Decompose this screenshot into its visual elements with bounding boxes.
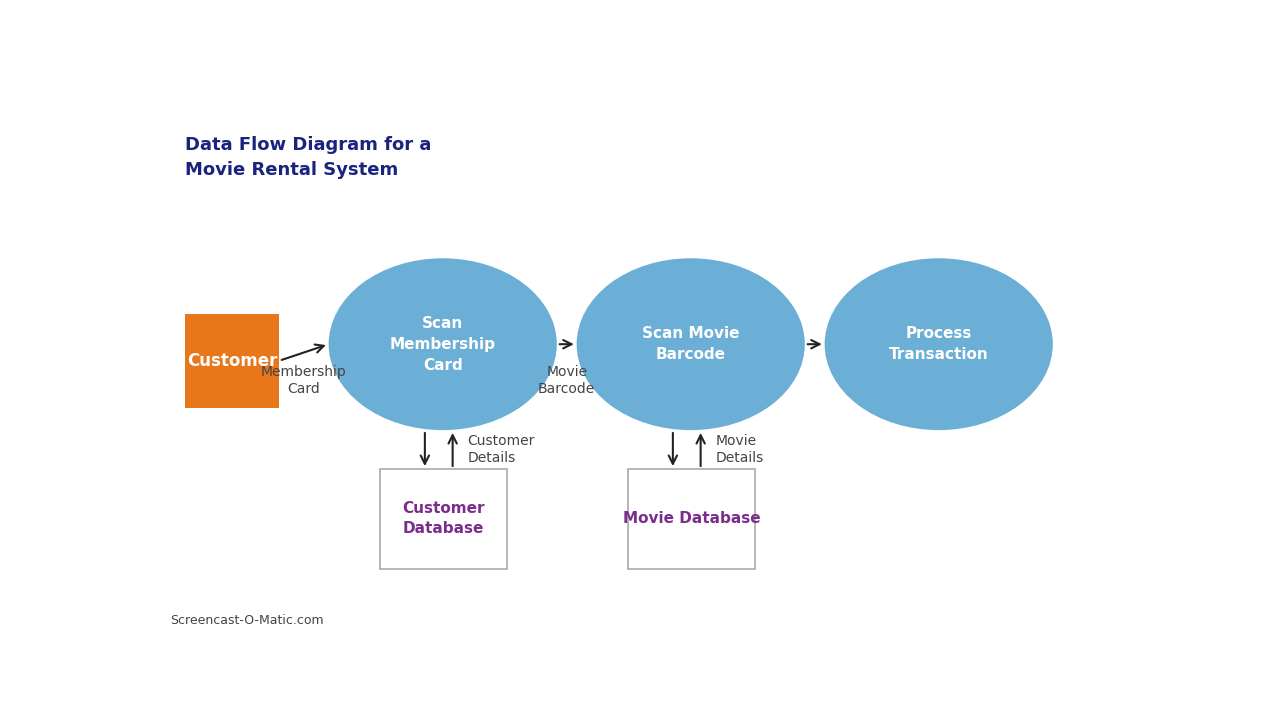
Text: Scan Movie
Barcode: Scan Movie Barcode	[643, 326, 740, 362]
FancyBboxPatch shape	[184, 314, 279, 408]
Text: Customer
Details: Customer Details	[467, 434, 535, 465]
Text: Movie
Details: Movie Details	[716, 434, 764, 465]
Text: Movie
Barcode: Movie Barcode	[538, 364, 595, 396]
Text: Customer: Customer	[187, 352, 276, 370]
Ellipse shape	[824, 258, 1053, 430]
Text: Customer
Database: Customer Database	[402, 501, 485, 536]
Text: Movie Database: Movie Database	[623, 511, 760, 526]
Ellipse shape	[576, 258, 805, 430]
Text: Data Flow Diagram for a
Movie Rental System: Data Flow Diagram for a Movie Rental Sys…	[184, 136, 431, 179]
Ellipse shape	[329, 258, 557, 430]
FancyBboxPatch shape	[628, 469, 755, 569]
Text: Screencast-O-Matic.com: Screencast-O-Matic.com	[170, 614, 324, 627]
FancyBboxPatch shape	[380, 469, 507, 569]
Text: Process
Transaction: Process Transaction	[888, 326, 988, 362]
Text: Membership
Card: Membership Card	[261, 364, 347, 396]
Text: Scan
Membership
Card: Scan Membership Card	[389, 315, 495, 373]
